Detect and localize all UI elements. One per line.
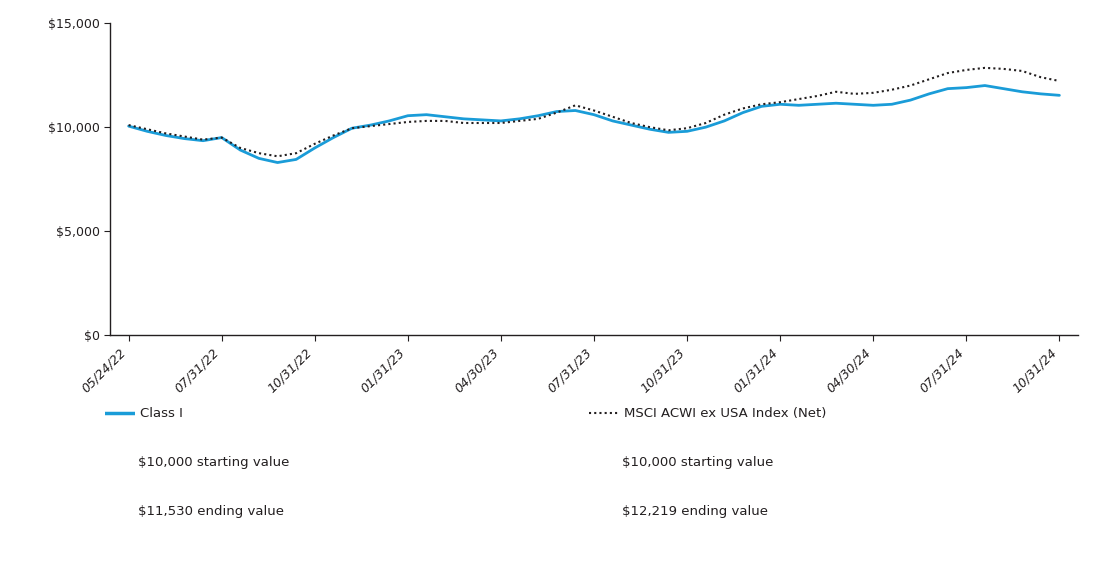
Text: $10,000 starting value: $10,000 starting value xyxy=(621,456,773,469)
Text: MSCI ACWI ex USA Index (Net): MSCI ACWI ex USA Index (Net) xyxy=(624,407,826,420)
Text: Class I: Class I xyxy=(140,407,183,420)
Text: $10,000 starting value: $10,000 starting value xyxy=(138,456,289,469)
Text: $12,219 ending value: $12,219 ending value xyxy=(621,505,768,518)
Text: $11,530 ending value: $11,530 ending value xyxy=(138,505,284,518)
